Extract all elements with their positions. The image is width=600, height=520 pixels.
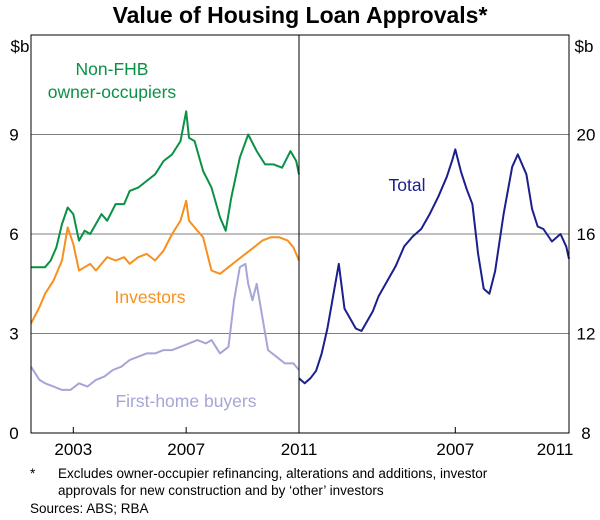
series-label: Non-FHB (76, 59, 149, 79)
right-panel: 8 12 16 20 2007 2011 Total (298, 126, 596, 459)
x-tick-label: 2007 (436, 440, 474, 459)
x-tick-label: 2003 (54, 440, 92, 459)
series-label: Investors (115, 287, 186, 307)
right-axis-unit: $b (575, 37, 594, 56)
y-tick-label: 20 (577, 126, 596, 145)
chart-title: Value of Housing Loan Approvals* (113, 2, 488, 28)
series-line (30, 199, 300, 325)
y-tick-label: 16 (577, 225, 596, 244)
y-tick-label: 9 (9, 126, 18, 145)
plot-frame (30, 34, 570, 434)
series-label: First-home buyers (115, 391, 256, 411)
x-tick-label: 2011 (281, 440, 318, 459)
series-label: owner-occupiers (48, 82, 177, 102)
y-tick-label: 3 (9, 325, 18, 344)
footnote-marker: * (30, 466, 36, 481)
series-line (298, 148, 570, 385)
x-tick-label: 2011 (537, 440, 574, 459)
left-panel: 0 3 6 9 2003 2007 2011 Non-FHB owner-occupiers In… (9, 59, 317, 459)
series-label: Total (389, 175, 426, 195)
y-tick-label: 12 (577, 325, 596, 344)
y-tick-label: 6 (9, 225, 18, 244)
y-tick-label: 8 (581, 424, 590, 443)
x-tick-label: 2007 (167, 440, 205, 459)
left-axis-unit: $b (11, 37, 30, 56)
series-line (30, 262, 300, 391)
y-tick-label: 0 (9, 424, 18, 443)
footnote-sources: Sources: ABS; RBA (30, 501, 149, 516)
footnote-line-2: approvals for new construction and by ‘o… (58, 483, 384, 498)
footnote-line-1: Excludes owner-occupier refinancing, alt… (58, 466, 488, 481)
series-line (31, 110, 300, 269)
